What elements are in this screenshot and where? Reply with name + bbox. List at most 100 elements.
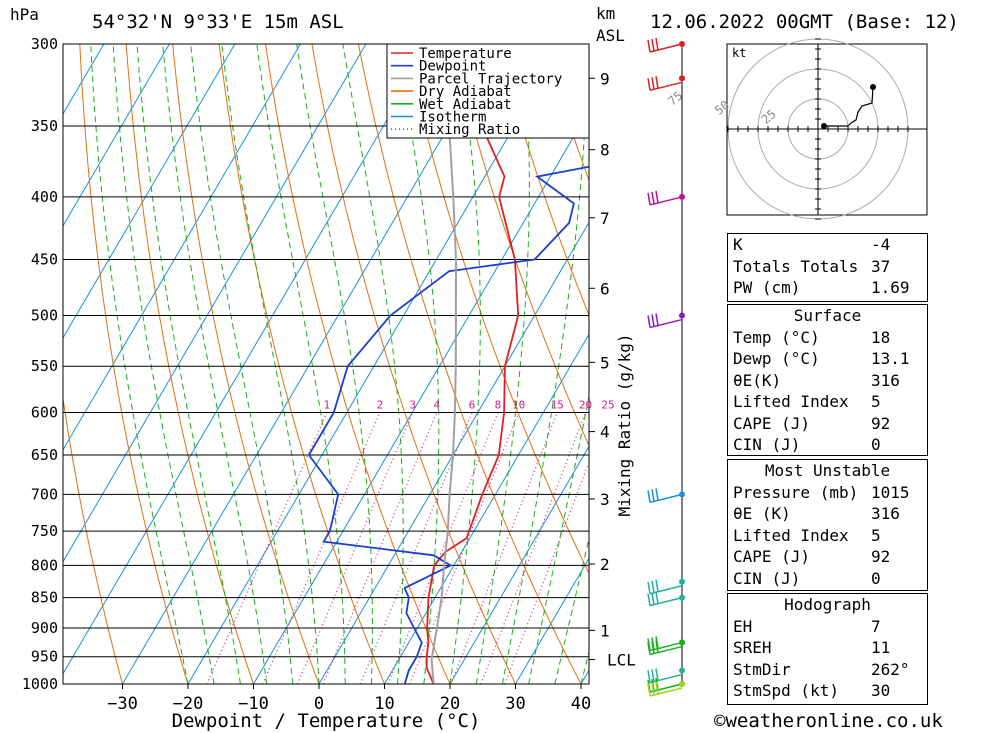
mu-label: CIN (J) xyxy=(733,568,801,588)
mu-value: 0 xyxy=(871,568,881,588)
surface-row: θE(K) 316 xyxy=(728,370,927,392)
mu-row: CAPE (J) 92 xyxy=(728,546,927,568)
wet-adiabat-line xyxy=(112,44,215,684)
wet-adiabat-line xyxy=(395,44,440,684)
surface-table: Surface Temp (°C) 18 Dewp (°C) 13.1 θE(K) 316… xyxy=(727,304,928,456)
wind-barb-flag xyxy=(647,683,651,697)
pressure-unit-label: hPa xyxy=(10,5,39,24)
hodo-value: 11 xyxy=(871,638,891,657)
location-title: 54°32'N 9°33'E 15m ASL xyxy=(92,11,344,33)
surface-title: Surface xyxy=(793,306,862,325)
temperature-tick-label: −30 xyxy=(107,694,138,714)
main-value: 37 xyxy=(871,256,891,276)
pressure-tick-label: 700 xyxy=(31,485,58,503)
mu-value: 316 xyxy=(871,504,900,523)
height-tick-label: 1 xyxy=(600,621,610,640)
wind-barb-flag xyxy=(647,78,651,91)
pressure-tick-label: 550 xyxy=(31,357,58,375)
hodo-row: StmDir 262° xyxy=(728,659,927,681)
surface-value: 316 xyxy=(871,370,900,390)
wet-adiabat-line xyxy=(190,44,294,684)
wind-barb-flag xyxy=(647,581,651,594)
x-axis-label: Dewpoint / Temperature (°C) xyxy=(172,710,481,732)
pressure-tick-label: 600 xyxy=(31,403,58,421)
isotherm-line xyxy=(122,44,498,684)
surface-label: Lifted Index xyxy=(733,392,849,411)
hodo-value: 30 xyxy=(871,681,891,700)
surface-row: CAPE (J) 92 xyxy=(728,413,927,435)
mixing-ratio-line xyxy=(480,412,587,684)
wind-barb-staff xyxy=(649,673,683,684)
hodograph-start-dot xyxy=(821,123,827,129)
wind-barb-flag xyxy=(651,669,655,682)
legend-label: Isotherm xyxy=(419,110,486,126)
surface-label: Temp (°C) xyxy=(733,327,820,347)
hodo-label: EH xyxy=(733,616,753,636)
pressure-tick-label: 950 xyxy=(31,648,58,666)
wind-barb-flag xyxy=(655,591,659,604)
dry-adiabat-line xyxy=(916,44,1000,684)
mu-row: Lifted Index 5 xyxy=(728,525,927,547)
mixing-ratio-label: 6 xyxy=(469,398,476,411)
pressure-tick-label: 500 xyxy=(31,307,58,325)
legend-label: Parcel Trajectory xyxy=(419,71,562,87)
height-tick-label: 8 xyxy=(600,141,610,160)
most-unstable-table: Most Unstable Pressure (mb) 1015 θE (K) 316… xyxy=(727,459,928,591)
hodo-row: SREH 11 xyxy=(728,637,927,659)
wind-barb-flag xyxy=(655,488,659,501)
mixing-ratio-label: 25 xyxy=(601,398,614,411)
surface-label: Dewp (°C) xyxy=(733,349,820,368)
wind-barb-flag xyxy=(655,37,659,51)
mixing-ratio-line xyxy=(206,412,328,684)
hodograph-curve xyxy=(824,86,874,127)
height-axis: 9 8 7 6 5 4 3 2 1 LCL xyxy=(589,69,636,670)
mu-row: CIN (J) 0 xyxy=(728,568,927,590)
pressure-tick-label: 350 xyxy=(31,117,58,135)
wind-barb-staff xyxy=(649,493,683,504)
height-tick-label: 9 xyxy=(600,69,610,88)
hodo-row: EH 7 xyxy=(728,616,927,638)
pressure-tick-label: 450 xyxy=(31,251,58,269)
height-tick-label: 3 xyxy=(600,490,610,509)
isotherm-line xyxy=(63,44,170,227)
wind-barb-flag xyxy=(655,636,659,649)
temperature-tick-label: 30 xyxy=(505,694,525,714)
temperature-tick-label: −10 xyxy=(238,694,269,714)
wind-barb-flag xyxy=(647,638,651,651)
hodo-label: StmSpd (kt) xyxy=(733,681,839,700)
wind-barb-flag xyxy=(655,681,659,695)
main-label: Totals Totals xyxy=(733,256,859,276)
wind-level-dot xyxy=(679,41,685,47)
height-tick-label: 4 xyxy=(600,423,610,442)
pressure-axis: 300 350 400 450 500 550 600 650 700 750 800 850 900 9… xyxy=(22,35,58,693)
hodograph-title: Hodograph xyxy=(784,595,871,614)
wind-barb-flag xyxy=(651,38,655,52)
wind-barb-flag xyxy=(655,76,659,89)
mu-label: Pressure (mb) xyxy=(733,482,859,502)
main-label: PW (cm) xyxy=(733,278,801,297)
datetime-label: 12.06.2022 00GMT (Base: 12) xyxy=(650,11,959,33)
isotherm-line xyxy=(449,445,589,684)
surface-row: Lifted Index 5 xyxy=(728,391,927,413)
mixing-ratio-label: 8 xyxy=(495,398,502,411)
legend-label: Dewpoint xyxy=(419,59,486,75)
wind-level-dot xyxy=(679,193,685,200)
wind-barb-flag xyxy=(651,592,655,605)
dry-adiabat-line xyxy=(265,44,451,684)
hodo-label: SREH xyxy=(733,638,772,657)
wind-barb-flag xyxy=(651,191,655,205)
wind-barb-flag xyxy=(651,682,655,696)
wind-barb-flag xyxy=(655,668,659,681)
legend-label: Mixing Ratio xyxy=(419,122,520,138)
isobars xyxy=(63,43,589,685)
dry-adiabat-line xyxy=(497,44,589,317)
parcel-trajectory-line xyxy=(430,44,458,684)
temperature-tick-label: 20 xyxy=(440,694,460,714)
wind-barb-staff xyxy=(649,318,683,329)
height-tick-label: 6 xyxy=(600,279,610,298)
legend-label: Wet Adiabat xyxy=(419,97,512,113)
pressure-tick-label: 800 xyxy=(31,556,58,574)
wet-adiabat-line xyxy=(475,44,530,684)
height-tick-label: LCL xyxy=(607,651,636,670)
temperature-tick-label: 40 xyxy=(571,694,591,714)
